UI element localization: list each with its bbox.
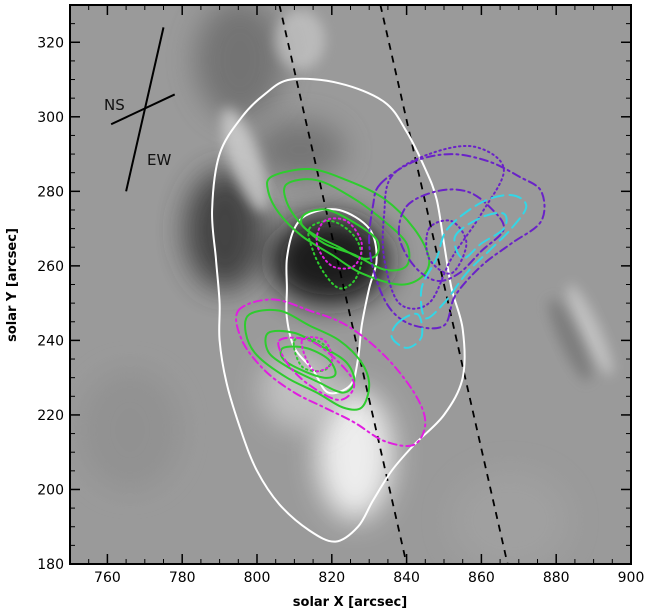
x-tick-label: 860 bbox=[468, 570, 495, 586]
x-tick-label: 760 bbox=[94, 570, 121, 586]
x-axis-title: solar X [arcsec] bbox=[293, 595, 407, 610]
contour-purple-dotted bbox=[425, 219, 468, 275]
contour-green bbox=[266, 167, 431, 286]
x-tick-label: 880 bbox=[543, 570, 570, 586]
contour-white-outer bbox=[211, 77, 466, 543]
slit-line-1 bbox=[278, 5, 408, 564]
contour-purple bbox=[368, 153, 546, 330]
contour-purple-dotted bbox=[381, 144, 505, 310]
plot-area: NS EW bbox=[69, 4, 632, 565]
contour-green-dotted bbox=[292, 336, 334, 373]
x-tick-label: 780 bbox=[169, 570, 196, 586]
slit-lines bbox=[278, 5, 509, 564]
y-tick-label: 200 bbox=[37, 482, 64, 498]
contour-magenta bbox=[277, 336, 356, 401]
contour-green bbox=[243, 308, 371, 411]
x-tick-label: 840 bbox=[393, 570, 420, 586]
y-tick-label: 220 bbox=[37, 408, 64, 424]
contour-magenta-dotted bbox=[300, 336, 334, 373]
contour-purple bbox=[397, 188, 505, 283]
x-tick-label: 820 bbox=[318, 570, 345, 586]
orientation-axis-ew bbox=[110, 93, 176, 126]
slit-line-2 bbox=[379, 5, 509, 564]
contour-green-dotted bbox=[307, 219, 363, 290]
x-tick-label: 800 bbox=[244, 570, 271, 586]
y-axis-title: solar Y [arcsec] bbox=[5, 228, 20, 342]
y-tick-label: 260 bbox=[37, 259, 64, 275]
axis-ticks bbox=[69, 4, 632, 565]
y-tick-label: 300 bbox=[37, 110, 64, 126]
y-tick-label: 280 bbox=[37, 184, 64, 200]
orientation-indicator: NS EW bbox=[104, 27, 176, 192]
orientation-label-ew: EW bbox=[147, 151, 171, 169]
orientation-label-ns: NS bbox=[104, 96, 125, 114]
contour-cyan bbox=[390, 312, 424, 349]
contour-magenta bbox=[235, 298, 427, 447]
contour-magenta-dotted bbox=[315, 217, 363, 270]
axis-tick-labels: 760 780 800 820 840 860 880 900 180 200 220 240 260 2… bbox=[37, 35, 644, 586]
contour-cyan bbox=[453, 211, 508, 260]
y-tick-label: 320 bbox=[37, 35, 64, 51]
y-tick-label: 180 bbox=[37, 557, 64, 573]
y-tick-label: 240 bbox=[37, 333, 64, 349]
contour-layer bbox=[211, 77, 546, 543]
magnetogram-background bbox=[80, 5, 613, 564]
x-tick-label: 900 bbox=[618, 570, 645, 586]
contour-cyan bbox=[419, 193, 528, 320]
